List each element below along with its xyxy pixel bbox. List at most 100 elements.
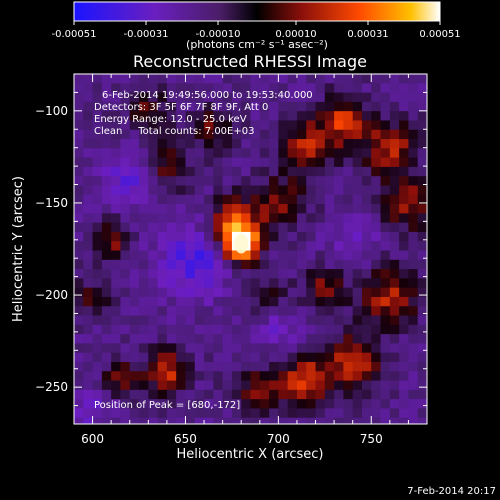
heatmap-cell — [185, 129, 196, 140]
heatmap-cell — [278, 306, 289, 317]
heatmap-cell — [231, 352, 242, 363]
heatmap-cell — [222, 241, 233, 252]
heatmap-cell — [399, 259, 410, 270]
heatmap-cell — [213, 334, 224, 344]
heatmap-cell — [194, 92, 205, 103]
heatmap-cell — [259, 324, 270, 335]
heatmap-cell — [380, 343, 391, 354]
heatmap-cell — [259, 315, 270, 326]
heatmap-cell — [157, 343, 168, 354]
heatmap-cell — [269, 74, 279, 84]
heatmap-cell — [380, 185, 391, 196]
heatmap-cell — [74, 185, 84, 196]
heatmap-cell — [371, 129, 382, 140]
heatmap-cell — [213, 176, 224, 187]
heatmap-cell — [120, 157, 131, 168]
heatmap-cell — [157, 129, 168, 140]
heatmap-cell — [399, 92, 410, 103]
x-tick-label: 650 — [174, 432, 197, 446]
colorbar-tick-label: 0.00031 — [347, 29, 388, 40]
heatmap-cell — [101, 139, 112, 149]
heatmap-cell — [399, 129, 410, 140]
heatmap-cell — [74, 389, 84, 400]
heatmap-cell — [296, 231, 307, 242]
heatmap-cell — [241, 92, 252, 103]
heatmap-cell — [213, 296, 224, 307]
heatmap-cell — [241, 380, 252, 391]
heatmap-cell — [92, 287, 103, 298]
heatmap-cell — [287, 111, 298, 122]
heatmap-cell — [287, 352, 298, 363]
heatmap-cell — [157, 166, 168, 177]
heatmap-cell — [148, 139, 159, 149]
heatmap-cell — [389, 296, 400, 307]
heatmap-cell — [417, 83, 427, 94]
heatmap-cell — [408, 278, 419, 289]
heatmap-cell — [74, 222, 84, 233]
heatmap-cell — [399, 324, 410, 335]
heatmap-cell — [399, 176, 410, 187]
heatmap-cell — [417, 306, 427, 317]
heatmap-cell — [204, 306, 214, 317]
heatmap-cell — [139, 361, 149, 372]
heatmap-cell — [287, 213, 298, 224]
heatmap-cell — [213, 222, 224, 233]
heatmap-cell — [74, 250, 84, 261]
heatmap-cell — [296, 296, 307, 307]
heatmap-cell — [343, 315, 354, 326]
heatmap-cell — [157, 306, 168, 317]
heatmap-cell — [101, 74, 112, 84]
heatmap-cell — [194, 343, 205, 354]
heatmap-cell — [324, 343, 335, 354]
heatmap-cell — [287, 278, 298, 289]
heatmap-cell — [222, 129, 233, 140]
heatmap-cell — [361, 389, 372, 400]
heatmap-cell — [334, 231, 344, 242]
heatmap-cell — [361, 120, 372, 131]
heatmap-cell — [204, 278, 214, 289]
heatmap-cell — [157, 278, 168, 289]
heatmap-cell — [269, 287, 279, 298]
heatmap-cell — [176, 399, 187, 410]
heatmap-cell — [389, 352, 400, 363]
heatmap-cell — [204, 361, 214, 372]
heatmap-cell — [176, 417, 187, 424]
heatmap-cell — [204, 334, 214, 344]
heatmap-cell — [129, 417, 140, 424]
heatmap-cell — [83, 194, 94, 205]
heatmap-cell — [352, 231, 363, 242]
heatmap-cell — [399, 296, 410, 307]
heatmap-cell — [185, 259, 196, 270]
heatmap-cell — [92, 111, 103, 122]
heatmap-cell — [361, 334, 372, 344]
annotation-detectors: Detectors: 3F 5F 6F 7F 8F 9F, Att 0 — [94, 102, 268, 113]
heatmap-cell — [380, 287, 391, 298]
heatmap-cell — [166, 306, 177, 317]
heatmap-cell — [352, 269, 363, 279]
heatmap-cell — [129, 343, 140, 354]
heatmap-cell — [417, 371, 427, 382]
heatmap-cell — [371, 287, 382, 298]
heatmap-cell — [324, 324, 335, 335]
heatmap-cell — [408, 324, 419, 335]
heatmap-cell — [334, 389, 344, 400]
heatmap-cell — [389, 408, 400, 419]
heatmap-cell — [287, 222, 298, 233]
heatmap-cell — [139, 129, 149, 140]
heatmap-cell — [231, 380, 242, 391]
heatmap-cell — [389, 250, 400, 261]
heatmap-cell — [306, 148, 317, 159]
heatmap-cell — [417, 222, 427, 233]
heatmap-cell — [269, 315, 279, 326]
heatmap-cell — [185, 269, 196, 279]
heatmap-cell — [231, 250, 242, 261]
heatmap-cell — [176, 361, 187, 372]
heatmap-cell — [120, 399, 131, 410]
heatmap-cell — [92, 296, 103, 307]
heatmap-cell — [287, 315, 298, 326]
heatmap-cell — [417, 120, 427, 131]
heatmap-cell — [361, 185, 372, 196]
heatmap-cell — [148, 194, 159, 205]
heatmap-cell — [399, 315, 410, 326]
heatmap-cell — [101, 259, 112, 270]
